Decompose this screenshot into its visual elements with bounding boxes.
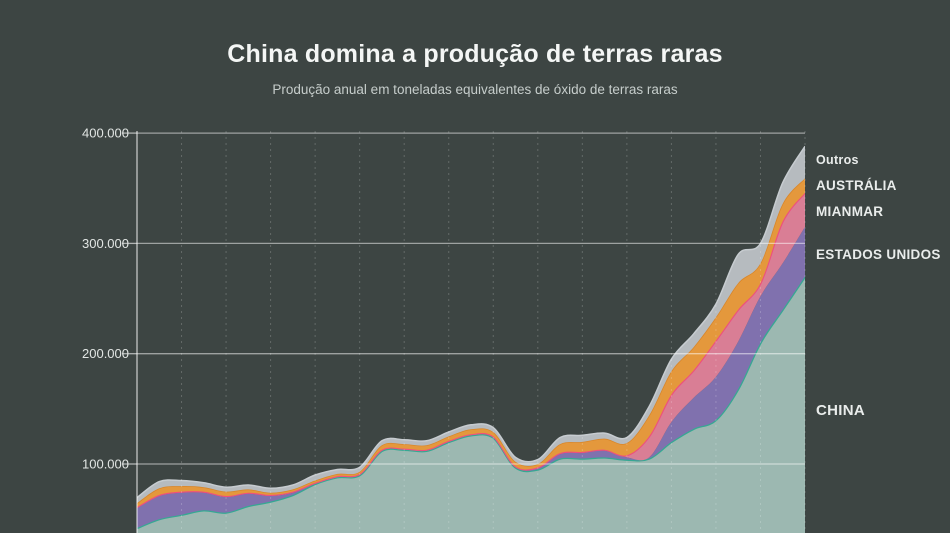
area-china: [137, 276, 805, 533]
vertical-gridlines: [181, 131, 806, 533]
chart-title: China domina a produção de terras raras: [227, 40, 723, 68]
chart-subtitle: Produção anual em toneladas equivalentes…: [272, 82, 678, 97]
series-label-australia: AUSTRÁLIA: [816, 178, 897, 193]
area-estados-unidos: [137, 226, 805, 528]
y-axis-label: 200.000: [82, 346, 129, 361]
series-label-china: CHINA: [816, 402, 865, 419]
y-axis-label: 300.000: [82, 236, 129, 251]
series-label-outros: Outros: [816, 153, 859, 167]
series-label-mianmar: MIANMAR: [816, 204, 884, 219]
y-axis-label: 100.000: [82, 457, 129, 472]
series-label-estados-unidos: ESTADOS UNIDOS: [816, 247, 941, 262]
edge-outros: [137, 145, 805, 499]
area-layers: [137, 145, 805, 533]
horizontal-gridlines: 100.000 200.000 300.000 400.000: [82, 126, 805, 472]
y-axis-label: 400.000: [82, 126, 129, 141]
